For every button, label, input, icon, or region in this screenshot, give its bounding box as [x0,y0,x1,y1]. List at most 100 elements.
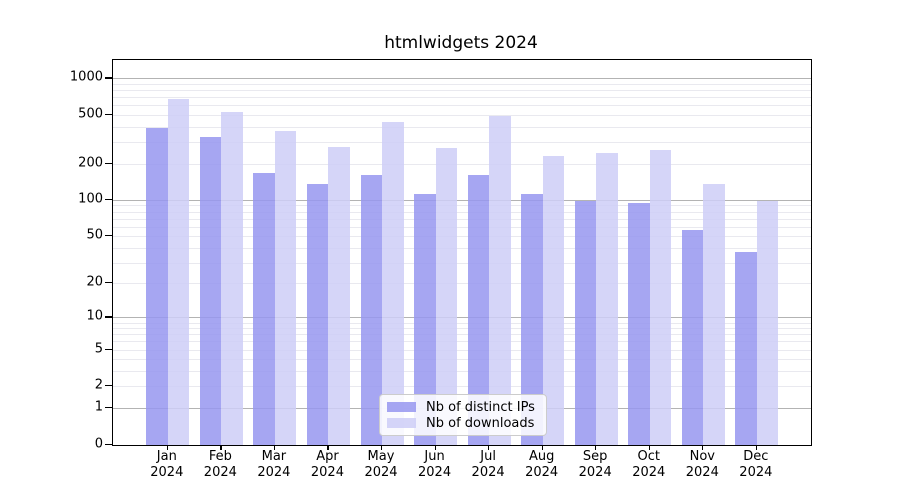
gridline-minor [113,205,811,207]
chart-title: htmlwidgets 2024 [384,33,538,53]
gridline-minor [113,349,811,351]
x-tick-mark [702,444,704,450]
x-tick-label-sep: Sep 2024 [578,449,612,480]
bar-downloads-nov [703,183,725,445]
bar-downloads-oct [649,149,672,445]
gridline-minor [113,283,811,285]
gridline-minor [113,341,811,343]
x-tick-label-dec: Dec 2024 [739,449,773,480]
bar-downloads-jul [489,116,511,445]
legend-entry-downloads: Nb of downloads [387,415,538,431]
gridline-minor [113,386,811,388]
bar-distinct-ips-nov [681,230,704,445]
y-tick-label: 1 [94,399,103,415]
gridline-minor [113,97,811,99]
gridline-major [113,78,811,80]
y-tick-label: 50 [86,227,103,243]
y-tick-label: 200 [78,155,103,170]
legend-label-downloads: Nb of downloads [426,415,535,431]
x-tick-mark [488,444,490,450]
y-tick-mark [105,406,112,408]
gridline-minor [113,226,811,228]
y-tick-mark [105,282,112,284]
y-tick-mark [105,443,112,445]
plot-area: Nb of distinct IPs Nb of downloads [112,59,812,446]
bar-downloads-apr [328,146,350,445]
x-tick-mark [541,444,543,450]
gridline-minor [113,211,811,213]
gridline-minor [113,236,811,238]
x-tick-label-jan: Jan 2024 [150,449,184,480]
y-tick-mark [105,385,112,387]
bar-distinct-ips-jan [146,128,168,445]
bar-distinct-ips-oct [628,203,650,445]
gridline-minor [113,115,811,117]
gridline-minor [113,262,811,264]
gridline-minor [113,105,811,107]
bar-downloads-may [382,122,404,445]
bar-distinct-ips-jul [467,174,490,445]
bar-downloads-aug [542,156,565,445]
x-tick-mark [755,444,758,450]
bar-downloads-mar [274,131,297,445]
bar-downloads-feb [221,112,243,445]
legend-swatch-distinct-ips [387,402,416,412]
x-tick-label-jun: Jun 2024 [418,449,452,480]
x-tick-label-oct: Oct 2024 [632,449,666,480]
x-tick-label-apr: Apr 2024 [310,449,344,480]
gridline-minor [113,218,811,220]
x-tick-mark [595,444,597,450]
gridline-major [113,199,811,201]
x-tick-label-jul: Jul 2024 [471,449,505,480]
y-tick-mark [105,162,112,164]
x-tick-label-feb: Feb 2024 [203,449,237,480]
x-tick-mark [327,444,329,450]
y-tick-mark [105,198,112,201]
y-tick-label: 2 [94,377,103,393]
y-tick-label: 1000 [69,69,103,85]
y-tick-mark [105,316,112,318]
bar-distinct-ips-mar [253,172,275,445]
x-tick-mark [273,444,276,450]
bar-distinct-ips-may [360,174,382,445]
legend: Nb of distinct IPs Nb of downloads [379,394,547,436]
y-tick-mark [105,348,112,350]
bar-downloads-sep [596,152,618,445]
gridline-minor [113,359,811,361]
bar-distinct-ips-apr [306,183,329,445]
y-tick-mark [105,114,112,116]
x-tick-mark [166,444,168,450]
y-tick-mark [105,77,112,79]
y-tick-label: 500 [78,106,103,122]
gridline-minor [113,142,811,144]
y-tick-label: 5 [94,341,103,357]
gridline-minor [113,84,811,86]
y-tick-mark [105,235,112,237]
legend-label-distinct-ips: Nb of distinct IPs [426,399,535,415]
gridline-major [113,317,811,319]
x-tick-label-aug: Aug 2024 [525,449,559,480]
bar-distinct-ips-aug [521,194,543,445]
legend-swatch-downloads [387,418,416,428]
x-tick-label-mar: Mar 2024 [257,449,291,480]
gridline-minor [113,163,811,165]
x-tick-label-may: May 2024 [364,449,398,480]
gridline-minor [113,371,811,373]
y-tick-label: 20 [86,274,103,290]
bar-distinct-ips-sep [574,201,597,445]
bar-distinct-ips-jun [414,194,436,445]
x-tick-mark [220,444,222,450]
y-tick-label: 0 [94,436,103,451]
gridline-minor [113,322,811,324]
x-tick-mark [434,444,436,450]
bar-downloads-jun [435,147,458,445]
gridline-minor [113,90,811,92]
gridline-minor [113,334,811,336]
y-tick-label: 100 [78,191,103,207]
gridline-minor [113,247,811,249]
bar-distinct-ips-feb [199,137,222,445]
gridline-minor [113,126,811,128]
x-tick-mark [648,444,650,450]
gridline-minor [113,328,811,330]
